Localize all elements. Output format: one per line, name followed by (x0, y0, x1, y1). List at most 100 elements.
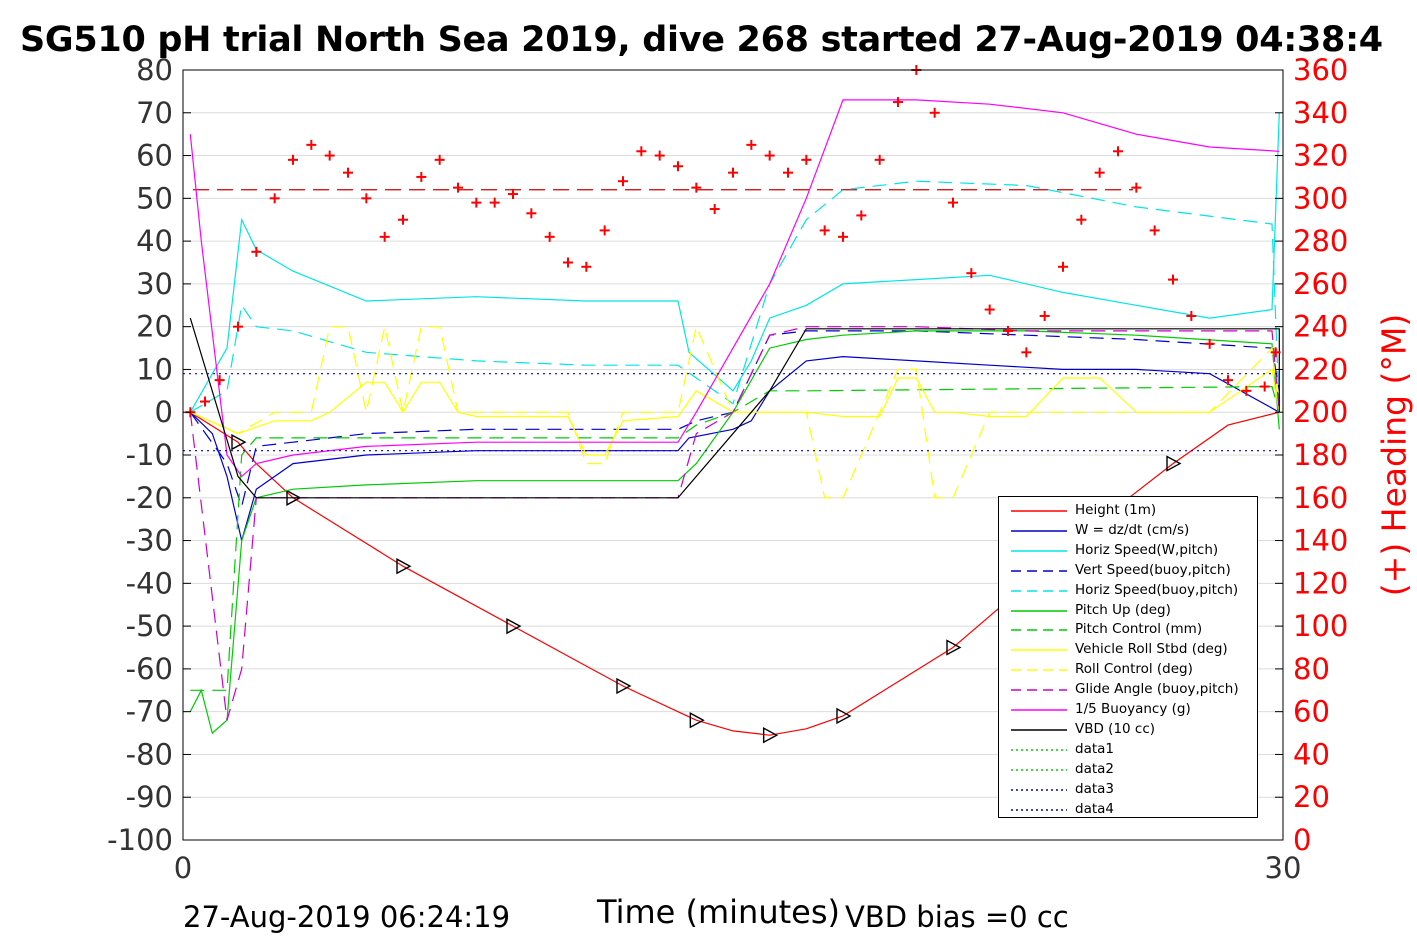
height-marker (396, 558, 412, 575)
y-tick-label: -10 (126, 438, 173, 472)
legend-swatch (1011, 510, 1067, 512)
legend-swatch (1011, 629, 1067, 632)
y2-tick-label: 260 (1293, 267, 1348, 301)
legend-swatch (1011, 649, 1067, 651)
legend-label: Horiz Speed(buoy,pitch) (1075, 581, 1239, 598)
legend: Height (1m) W = dz/dt (cm/s) Horiz Speed(W… (998, 496, 1258, 818)
legend-label: Roll Control (deg) (1075, 661, 1193, 678)
legend-item: Vert Speed(buoy,pitch) (999, 561, 1257, 581)
heading-point (709, 204, 720, 215)
legend-item: 1/5 Buoyancy (g) (999, 700, 1257, 720)
legend-item: Horiz Speed(W,pitch) (999, 541, 1257, 561)
legend-item: Roll Control (deg) (999, 660, 1257, 680)
y2-tick-label: 240 (1293, 310, 1348, 344)
heading-point (544, 231, 555, 242)
legend-label: 1/5 Buoyancy (g) (1075, 701, 1191, 717)
series-line-4 (189, 180, 1280, 413)
legend-swatch (1011, 788, 1067, 791)
legend-swatch (1011, 569, 1067, 572)
y2-tick-label: 340 (1293, 96, 1348, 130)
y2-tick-label: 320 (1293, 139, 1348, 173)
legend-swatch (1011, 749, 1067, 751)
heading-point (691, 182, 702, 193)
legend-item: VBD (10 cc) (999, 720, 1257, 740)
heading-point (746, 139, 757, 150)
heading-point (893, 97, 903, 108)
heading-point (416, 171, 427, 182)
height-marker (231, 433, 247, 451)
y2-tick-label: 20 (1293, 780, 1330, 814)
heading-point (1003, 325, 1013, 336)
y-tick-label: 40 (136, 224, 173, 258)
legend-swatch (1011, 550, 1067, 552)
y2-tick-label: 220 (1293, 352, 1348, 386)
heading-point (618, 176, 628, 187)
y2-tick-label: 300 (1293, 181, 1348, 215)
series-line-8 (190, 324, 1280, 499)
legend-label: Height (1m) (1075, 502, 1157, 518)
heading-point (636, 146, 647, 157)
height-marker (1166, 455, 1182, 472)
heading-point (948, 197, 958, 208)
y2-tick-label: 40 (1293, 737, 1330, 771)
series-lines (183, 99, 1280, 744)
heading-point (1168, 274, 1178, 285)
y-tick-label: -70 (126, 695, 173, 729)
legend-swatch (1011, 589, 1067, 592)
series-line-6 (190, 385, 1280, 691)
height-marker (616, 677, 632, 695)
y-tick-label: -90 (126, 780, 173, 814)
legend-swatch (1011, 669, 1067, 671)
legend-label: Horiz Speed(W,pitch) (1075, 541, 1219, 558)
heading-point (819, 225, 830, 236)
legend-item: Horiz Speed(buoy,pitch) (999, 581, 1257, 601)
y-tick-label: -100 (107, 823, 173, 857)
y-tick-label: 0 (155, 395, 173, 429)
heading-point (1058, 261, 1068, 272)
y2-tick-label: 140 (1293, 524, 1348, 558)
legend-swatch (1011, 768, 1067, 771)
heading-point (251, 246, 262, 257)
heading-point (508, 189, 518, 200)
y-tick-label: -20 (126, 481, 173, 515)
y-tick-label: -80 (126, 737, 173, 771)
heading-point (489, 197, 500, 208)
y2-tick-label: 120 (1293, 566, 1348, 600)
legend-label: Glide Angle (buoy,pitch) (1075, 681, 1239, 698)
heading-point (1039, 310, 1050, 321)
legend-label: Vert Speed(buoy,pitch) (1075, 561, 1231, 578)
heading-point (1021, 347, 1032, 358)
legend-swatch (1011, 530, 1067, 532)
chart-title: SG510 pH trial North Sea 2019, dive 268 … (20, 20, 1383, 60)
y2-axis-label: (+) Heading (°M) (1374, 313, 1414, 597)
heading-point (728, 167, 738, 178)
heading-point (398, 214, 408, 225)
legend-label: data1 (1075, 740, 1114, 757)
legend-item: Pitch Control (mm) (999, 620, 1257, 640)
heading-point (984, 304, 995, 315)
y-tick-label: -50 (126, 609, 173, 643)
legend-item: data1 (999, 740, 1257, 760)
legend-label: VBD (10 cc) (1075, 720, 1156, 737)
heading-point (563, 257, 573, 268)
axis-ticks: 80706050403020100-10-20-30-40-50-60-70-8… (107, 53, 1348, 885)
y2-tick-label: 280 (1293, 224, 1348, 258)
heading-point (306, 139, 317, 150)
series-line-7 (190, 368, 1280, 456)
legend-item: W = dz/dt (cm/s) (999, 521, 1257, 541)
legend-swatch (1011, 609, 1067, 612)
heading-point (838, 231, 848, 242)
x-axis-label: Time (minutes) (597, 893, 840, 931)
heading-point (343, 167, 353, 178)
heading-point (1131, 182, 1142, 193)
heading-point (856, 210, 867, 221)
legend-label: Pitch Up (deg) (1075, 601, 1171, 618)
legend-label: Pitch Control (mm) (1075, 621, 1203, 638)
legend-item: Glide Angle (buoy,pitch) (999, 680, 1257, 700)
y2-tick-label: 60 (1293, 695, 1330, 729)
y-tick-label: 30 (136, 267, 173, 301)
heading-point (453, 182, 463, 193)
y-tick-label: 80 (136, 53, 173, 87)
legend-label: data4 (1075, 800, 1114, 817)
